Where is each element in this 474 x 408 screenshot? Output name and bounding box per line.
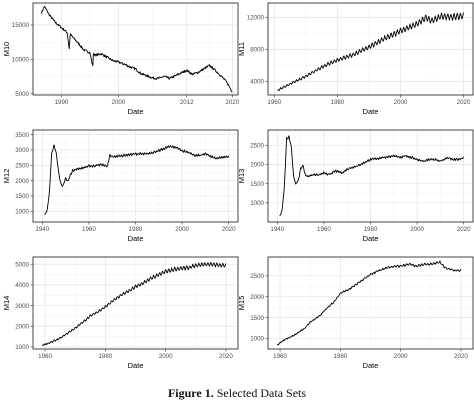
x-axis-title: Date [363,234,379,243]
plot-area [33,3,238,95]
y-tick-label: 1500 [250,181,264,188]
y-tick-label: 15000 [12,22,30,29]
figure-caption-label: Figure 1. [167,386,214,400]
x-tick-label: 1960 [38,353,52,360]
y-tick-label: 1500 [250,315,264,322]
chart-panel-m10: 1990 2000 2012 2020 5000 10000 15000 Date M10 [2,2,240,116]
figure-caption: Figure 1. Selected Data Sets [0,386,474,401]
panel-border [267,2,474,96]
series-line [41,262,227,346]
series-line [277,260,462,346]
x-tick-label: 2020 [225,99,239,106]
panel-border [267,256,474,350]
series-line [279,135,464,217]
panel-border [32,256,239,350]
chart-panel-m13: 1940 1960 1980 2000 2020 1000 1500 2000 2500 Date… [237,129,474,243]
x-tick-label: 1960 [82,226,96,233]
x-tick-label: 2000 [159,353,173,360]
x-tick-label: 2020 [457,99,471,106]
y-tick-label: 2500 [15,162,29,169]
x-tick-label: 2020 [222,226,236,233]
y-tick-label: 2500 [250,273,264,280]
y-tick-label: 2000 [15,323,29,330]
x-axis-title: Date [363,361,379,370]
x-tick-label: 2020 [457,226,471,233]
chart-panel-m11: 1960 1980 2000 2020 4000 8000 12000 Date M11 [237,2,474,116]
y-tick-label: 8000 [250,47,264,54]
x-tick-label: 1960 [273,353,287,360]
x-tick-label: 2000 [394,99,408,106]
x-tick-label: 2000 [112,99,126,106]
x-tick-label: 1980 [129,226,143,233]
y-tick-label: 5000 [15,91,29,98]
x-tick-label: 1940 [35,226,49,233]
x-tick-label: 1980 [364,226,378,233]
x-axis-title: Date [128,361,144,370]
y-tick-label: 3500 [15,132,29,139]
y-tick-label: 3000 [15,147,29,154]
x-axis-title: Date [128,107,144,116]
y-axis-title: M14 [2,296,11,311]
x-tick-label: 1990 [55,99,69,106]
y-tick-label: 1000 [15,208,29,215]
chart-panel-m12: 1940 1960 1980 2000 2020 1000 1500 2000 2500 3000… [2,129,239,243]
x-tick-label: 1960 [267,99,281,106]
x-axis-title: Date [363,107,379,116]
x-tick-label: 1980 [333,353,347,360]
y-tick-label: 3000 [15,303,29,310]
y-tick-label: 4000 [15,282,29,289]
x-tick-label: 2000 [410,226,424,233]
y-tick-label: 4000 [250,79,264,86]
y-tick-label: 2500 [250,143,264,150]
x-tick-label: 2000 [175,226,189,233]
y-axis-title: M11 [237,42,246,56]
panel-border [267,129,474,223]
y-axis-title: M12 [2,169,11,184]
x-tick-label: 2020 [454,353,468,360]
series-line [41,5,233,93]
y-tick-label: 1500 [15,193,29,200]
panel-border [32,2,239,96]
y-tick-label: 1000 [250,336,264,343]
y-tick-label: 10000 [12,56,30,63]
y-tick-label: 2000 [15,178,29,185]
plot-area [268,3,473,95]
panel-border [32,129,239,223]
y-axis-title: M10 [2,42,11,57]
x-tick-label: 2000 [394,353,408,360]
y-axis-title: M13 [237,169,246,184]
y-tick-label: 2000 [250,294,264,301]
x-tick-label: 2012 [180,99,194,106]
y-axis-title: M15 [237,296,246,311]
x-tick-label: 1980 [331,99,345,106]
x-tick-label: 2020 [219,353,233,360]
y-tick-label: 1000 [250,200,264,207]
y-tick-label: 2000 [250,162,264,169]
y-tick-label: 12000 [247,15,265,22]
y-tick-label: 5000 [15,261,29,268]
chart-panel-m15: 1960 1980 2000 2020 1000 1500 2000 2500 Date M15 [237,256,474,370]
x-tick-label: 1980 [98,353,112,360]
series-line [44,144,230,216]
series-line [277,12,464,91]
figure-caption-text: Selected Data Sets [216,386,307,400]
chart-panel-m14: 1960 1980 2000 2020 1000 2000 3000 4000 5000 Date… [2,256,239,370]
x-axis-title: Date [128,234,144,243]
x-tick-label: 1960 [317,226,331,233]
x-tick-label: 1940 [270,226,284,233]
y-tick-label: 1000 [15,344,29,351]
